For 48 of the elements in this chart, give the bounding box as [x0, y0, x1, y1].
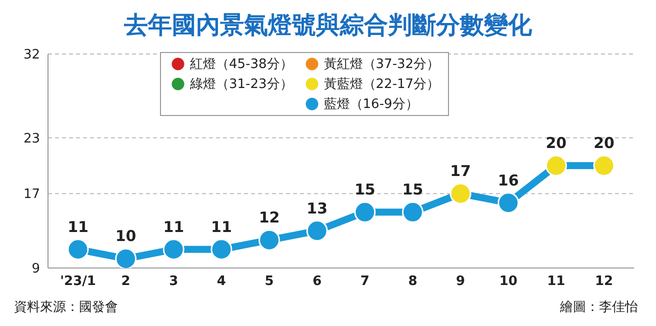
point: [162, 238, 184, 260]
point: [354, 201, 376, 223]
point: [115, 248, 137, 268]
data-label: 10: [115, 227, 136, 246]
point: [545, 154, 567, 176]
data-label: 15: [354, 180, 376, 199]
y-tick-label: 17: [23, 187, 40, 202]
data-label: 12: [258, 208, 280, 227]
legend-label: 綠燈（31-23分）: [190, 76, 293, 93]
y-tick-label: 23: [23, 131, 40, 146]
x-tick-label: 7: [360, 274, 370, 290]
data-label: 17: [450, 162, 471, 180]
y-tick-label: 32: [23, 48, 40, 63]
legend-label: 紅燈（45-38分）: [190, 56, 293, 73]
x-tick-label: 8: [408, 274, 418, 290]
legend-label: 藍燈（16-9分）: [324, 96, 418, 113]
legend-label: 黃紅燈（37-32分）: [324, 56, 440, 73]
x-tick-label: 6: [312, 274, 322, 290]
x-tick-label: 12: [594, 274, 614, 290]
x-tick-label: 2: [121, 274, 130, 290]
point: [402, 201, 424, 223]
source-note: 資料來源：國發會: [14, 299, 118, 316]
y-tick-label: 9: [32, 262, 40, 277]
point: [498, 192, 520, 214]
x-tick-label: 10: [499, 274, 518, 290]
point: [258, 229, 280, 251]
x-tick-label: 4: [216, 274, 226, 290]
point: [67, 238, 89, 260]
legend-label: 黃藍燈（22-17分）: [324, 76, 440, 93]
x-tick-label: 3: [169, 274, 178, 290]
data-label: 16: [498, 171, 519, 190]
x-tick-label: 5: [264, 274, 274, 290]
x-tick-label: 9: [456, 274, 466, 290]
point: [210, 238, 232, 260]
data-label: 11: [211, 218, 232, 236]
data-label: 13: [306, 199, 328, 218]
x-tick-label: '23/1: [60, 274, 96, 290]
x-tick-label: 11: [547, 274, 566, 290]
chart-title: 去年國內景氣燈號與綜合判斷分數變化: [123, 10, 533, 41]
point: [593, 154, 615, 176]
point: [306, 220, 328, 242]
point: [450, 182, 472, 204]
text: 繪圖：李佳怡: [560, 299, 638, 316]
data-label: 15: [402, 180, 424, 199]
data-label: 20: [594, 134, 614, 152]
data-label: 11: [163, 218, 184, 236]
data-label: 11: [68, 218, 88, 236]
data-label: 20: [546, 134, 567, 152]
